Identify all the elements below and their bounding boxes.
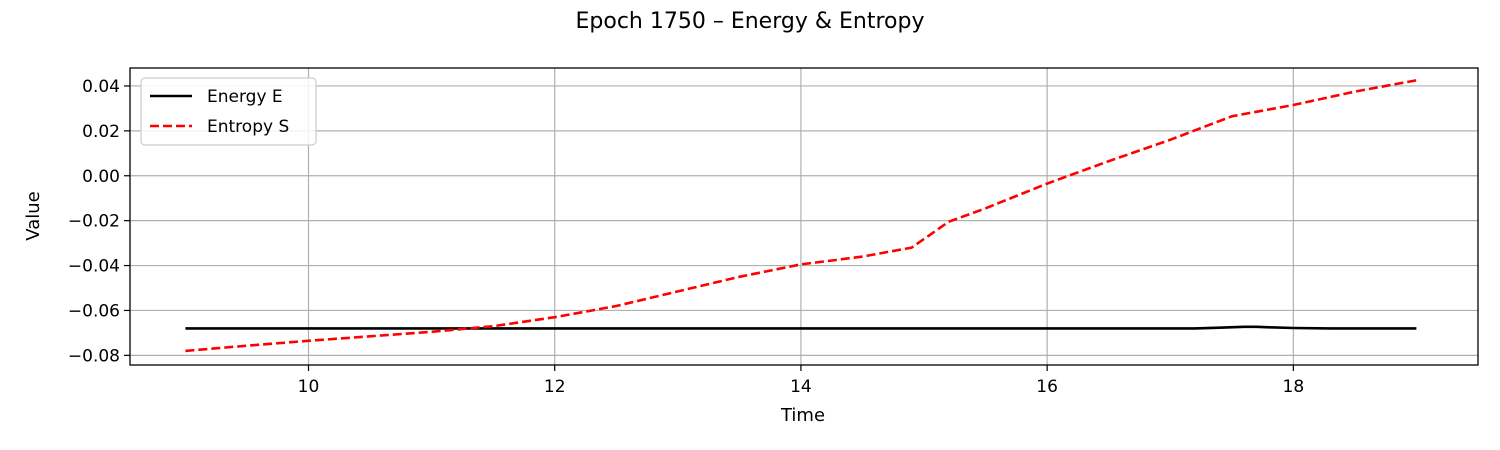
y-axis-label: Value <box>23 191 44 240</box>
x-axis-ticks: 10 12 14 16 18 <box>298 365 1304 397</box>
y-tick-label: 0.00 <box>82 167 120 187</box>
x-tick-label: 12 <box>544 377 566 397</box>
series-layer <box>185 79 1417 353</box>
legend-label-energy-e: Energy E <box>207 87 283 107</box>
y-axis-ticks: −0.08 −0.06 −0.04 −0.02 0.00 0.02 0.04 <box>68 77 130 366</box>
x-axis-label: Time <box>780 405 825 426</box>
axes-background <box>130 68 1478 365</box>
y-tick-label: −0.08 <box>68 346 120 366</box>
y-tick-label: −0.06 <box>68 301 120 321</box>
x-tick-label: 18 <box>1283 377 1305 397</box>
axes-frame <box>129 67 1479 366</box>
chart-title: Epoch 1750 – Energy & Entropy <box>576 9 925 34</box>
legend-label-entropy-s: Entropy S <box>207 117 289 137</box>
grid <box>130 68 1478 365</box>
y-tick-label: −0.02 <box>68 212 120 232</box>
x-tick-label: 16 <box>1036 377 1058 397</box>
y-tick-label: 0.04 <box>82 77 120 97</box>
y-tick-label: −0.04 <box>68 257 120 277</box>
series-line-entropy-s <box>185 79 1417 353</box>
y-tick-label: 0.02 <box>82 122 120 142</box>
x-tick-label: 14 <box>790 377 812 397</box>
plot-area: 10 12 14 16 18 −0.08 −0.06 −0.04 −0.02 0.00 0.02 0… <box>68 67 1479 397</box>
legend: Energy E Entropy S <box>140 77 317 146</box>
x-tick-label: 10 <box>298 377 320 397</box>
series-line-energy-e <box>185 325 1417 330</box>
